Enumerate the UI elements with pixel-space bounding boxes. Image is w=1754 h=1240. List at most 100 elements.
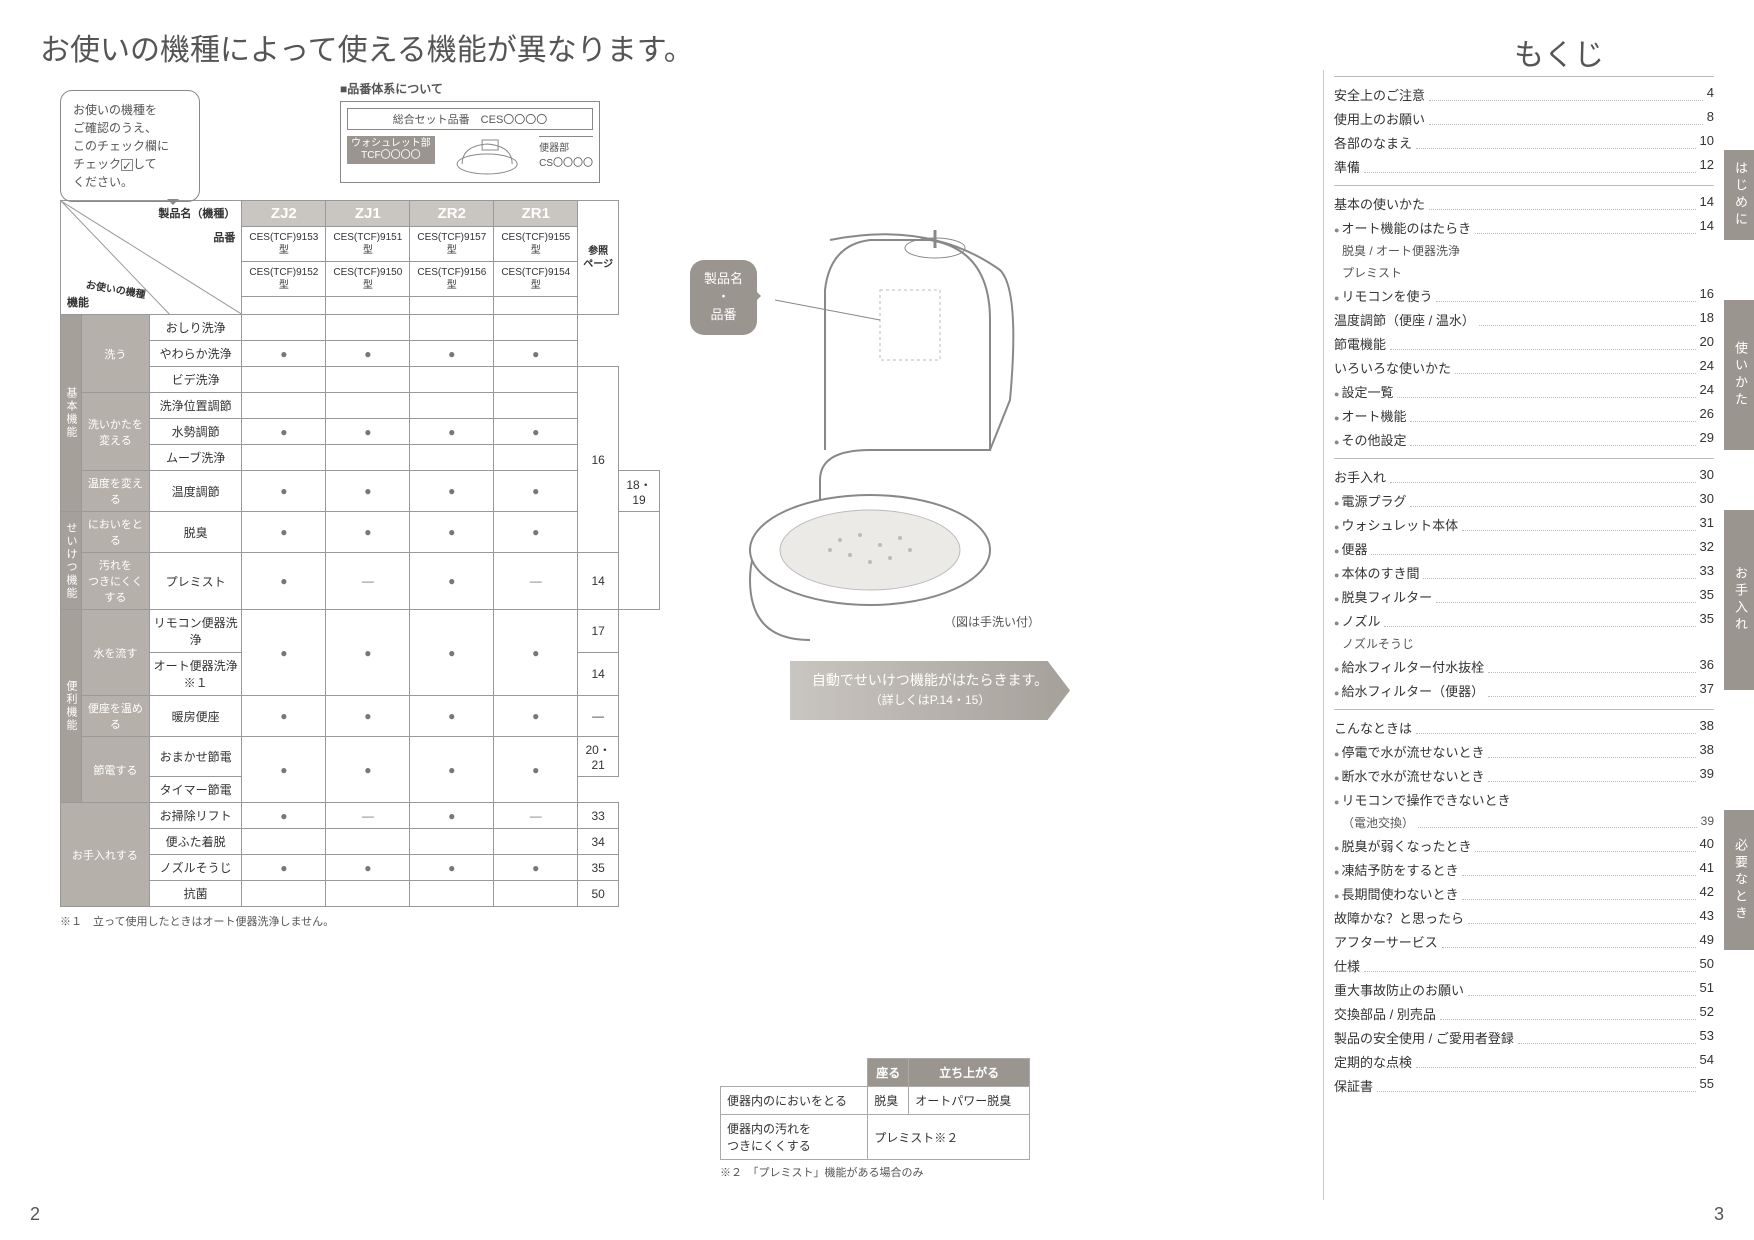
arrow-l2: （詳しくはP.14・15）: [870, 693, 991, 707]
toilet-illustration-area: 製品名 ・ 品番 （図は手洗い付） 自動でせいけつ機能がはたらきます。 （詳しく…: [690, 200, 1050, 760]
bubble-l3: このチェック欄に: [73, 139, 169, 153]
toc-item-page: 54: [1700, 1052, 1714, 1071]
product-number-diagram: ■品番体系について 総合セット品番 CES〇〇〇〇 ウォシュレット部 TCF〇〇…: [340, 80, 600, 183]
toc-item-page: 12: [1700, 157, 1714, 176]
checkbox-icon: [121, 159, 133, 171]
hinban-tag2b: CS〇〇〇〇: [539, 158, 593, 169]
toc-item-page: 42: [1700, 884, 1714, 903]
toc-item-text: その他設定: [1334, 430, 1406, 449]
feature-table: 製品名（機種）機能お使いの機種品番ZJ2ZJ1ZR2ZR1参照 ページCES(T…: [60, 200, 660, 907]
toc-item-page: 20: [1700, 334, 1714, 353]
toc-item: 停電で水が流せないとき38: [1334, 740, 1714, 764]
toc-item-page: 50: [1700, 956, 1714, 975]
toc-item-text: 脱臭フィルター: [1334, 587, 1432, 606]
toc-item: リモコンを使う16: [1334, 284, 1714, 308]
bubble-l1: お使いの機種を: [73, 103, 157, 117]
toc-item: 脱臭 / オート便器洗浄: [1334, 240, 1714, 262]
toc-item: その他設定29: [1334, 428, 1714, 452]
toc-item-text: 凍結予防をするとき: [1334, 860, 1458, 879]
toc-item-page: 10: [1700, 133, 1714, 152]
toc-item-text: 節電機能: [1334, 334, 1386, 353]
toc-item-page: 14: [1700, 194, 1714, 213]
toc-item: 温度調節（便座 / 温水） 18: [1334, 308, 1714, 332]
toc-item-text: 停電で水が流せないとき: [1334, 742, 1484, 761]
check-instruction-bubble: お使いの機種を ご確認のうえ、 このチェック欄に チェックして ください。: [60, 90, 200, 202]
bubble-l4a: チェック: [73, 157, 121, 171]
toc-item-text: 脱臭が弱くなったとき: [1334, 836, 1471, 855]
sit-r1-b: オートパワー脱臭: [909, 1087, 1030, 1115]
toc-divider: [1334, 458, 1714, 459]
toc-item: オート機能のはたらき14: [1334, 216, 1714, 240]
toc-item-text: 基本の使いかた: [1334, 194, 1425, 213]
toc-item-page: 14: [1700, 218, 1714, 237]
toc-item-text: 使用上のお願い: [1334, 109, 1425, 128]
table-footnote: ※１ 立って使用したときはオート便器洗浄しません。: [60, 913, 660, 929]
toc-item: 定期的な点検54: [1334, 1050, 1714, 1074]
bubble-l4b: して: [133, 157, 157, 171]
toc-item-text: 重大事故防止のお願い: [1334, 980, 1464, 999]
toc-item-page: 30: [1700, 467, 1714, 486]
toc-title: もくじ: [1514, 30, 1604, 74]
toc-item: 電源プラグ30: [1334, 489, 1714, 513]
toc-item-text: プレミスト: [1342, 264, 1402, 281]
toc-item: 重大事故防止のお願い51: [1334, 978, 1714, 1002]
toc-item-page: 31: [1700, 515, 1714, 534]
toc-item-text: 断水で水が流せないとき: [1334, 766, 1484, 785]
toc-item-page: 33: [1700, 563, 1714, 582]
toc-item-page: 39: [1701, 814, 1714, 831]
toc-item-text: 仕様: [1334, 956, 1360, 975]
page-number-right: 3: [1714, 1204, 1724, 1225]
hinban-title: ■品番体系について: [340, 80, 600, 97]
page-title: お使いの機種によって使える機能が異なります。: [40, 25, 694, 69]
toc-item-text: リモコンを使う: [1334, 286, 1432, 305]
toc-item: こんなときは38: [1334, 716, 1714, 740]
toc-item-text: 安全上のご注意: [1334, 85, 1425, 104]
toc-item-page: 24: [1700, 358, 1714, 377]
toc-divider: [1334, 76, 1714, 77]
toc-item-page: 55: [1700, 1076, 1714, 1095]
hinban-tag1b: TCF〇〇〇〇: [361, 150, 420, 161]
toc-item: 節電機能 20: [1334, 332, 1714, 356]
toc-item: 長期間使わないとき 42: [1334, 882, 1714, 906]
toc-side-tab: 必要なとき: [1724, 810, 1754, 950]
toc-item-text: 長期間使わないとき: [1334, 884, 1458, 903]
toc-item-page: 37: [1700, 681, 1714, 700]
toc-item-page: 49: [1700, 932, 1714, 951]
toc-item: ノズル35: [1334, 609, 1714, 633]
auto-clean-arrow: 自動でせいけつ機能がはたらきます。 （詳しくはP.14・15）: [790, 661, 1070, 720]
toc-item: 交換部品 / 別売品52: [1334, 1002, 1714, 1026]
toc-item-text: アフターサービス: [1334, 932, 1438, 951]
toc-item-text: 保証書: [1334, 1076, 1373, 1095]
toc-item-text: 電源プラグ: [1334, 491, 1406, 510]
toc-item: 仕様 50: [1334, 954, 1714, 978]
toc-item-page: 26: [1700, 406, 1714, 425]
toc-item: リモコンで操作できないとき: [1334, 788, 1714, 812]
toc-item-text: （電池交換）: [1342, 814, 1414, 831]
toc-item: 故障かな？と思ったら43: [1334, 906, 1714, 930]
toc-item-text: 準備: [1334, 157, 1360, 176]
toc-item: 給水フィルター（便器）37: [1334, 679, 1714, 703]
toc-item-page: 24: [1700, 382, 1714, 401]
toc-item-page: 43: [1700, 908, 1714, 927]
toc-item-text: 温度調節（便座 / 温水）: [1334, 310, 1475, 329]
toc-side-tab: はじめに: [1724, 150, 1754, 240]
hinban-tag-bowl: 便器部 CS〇〇〇〇: [539, 136, 593, 169]
toc-item-page: 52: [1700, 1004, 1714, 1023]
toc-item-text: 給水フィルター付水抜栓: [1334, 657, 1484, 676]
toc-item-page: 32: [1700, 539, 1714, 558]
toc-item: 保証書 55: [1334, 1074, 1714, 1098]
toc-item: いろいろな使いかた 24: [1334, 356, 1714, 380]
toc-item: アフターサービス 49: [1334, 930, 1714, 954]
toc-item-page: 41: [1700, 860, 1714, 879]
toc-item: 製品の安全使用 / ご愛用者登録53: [1334, 1026, 1714, 1050]
toc-item-text: ノズルそうじ: [1342, 635, 1414, 652]
toc-item: 給水フィルター付水抜栓36: [1334, 655, 1714, 679]
toc-item-page: 39: [1700, 766, 1714, 785]
toc-item-page: 4: [1707, 85, 1714, 104]
toc-item-text: いろいろな使いかた: [1334, 358, 1451, 377]
toc-item-page: 18: [1700, 310, 1714, 329]
bubble-l2: ご確認のうえ、: [73, 121, 157, 135]
toc-item-text: 本体のすき間: [1334, 563, 1419, 582]
toc-item: 安全上のご注意 4: [1334, 83, 1714, 107]
arrow-l1: 自動でせいけつ機能がはたらきます。: [812, 672, 1048, 688]
